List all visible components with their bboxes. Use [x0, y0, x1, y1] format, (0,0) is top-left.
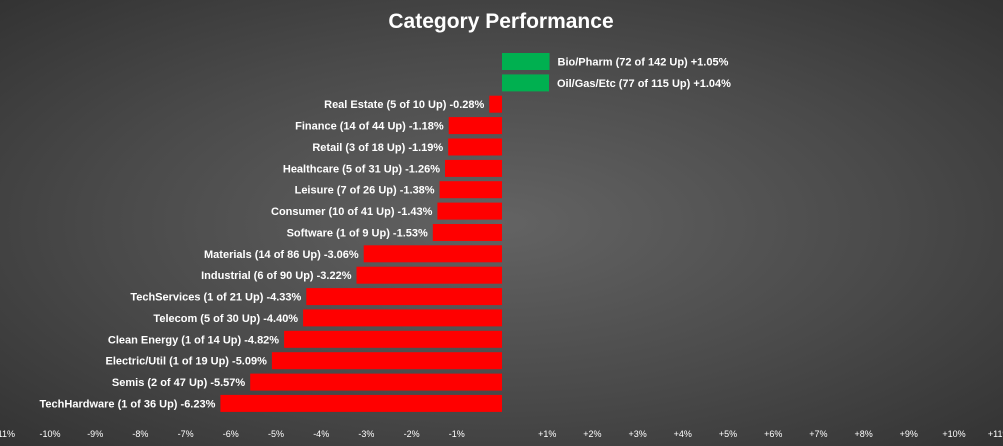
bar-label: Industrial (6 of 90 Up) -3.22%: [201, 270, 352, 282]
x-tick-label: +10%: [942, 429, 965, 439]
x-tick-label: -6%: [223, 429, 239, 439]
bar: [271, 352, 502, 370]
bar-label: Oil/Gas/Etc (77 of 115 Up) +1.04%: [557, 78, 731, 90]
bar-label: Real Estate (5 of 10 Up) -0.28%: [324, 99, 484, 111]
bar-label: TechServices (1 of 21 Up) -4.33%: [130, 292, 301, 304]
x-tick-label: -2%: [404, 429, 420, 439]
bar: [448, 117, 502, 135]
bar: [220, 394, 502, 412]
x-tick-label: +4%: [674, 429, 692, 439]
x-tick-label: +2%: [583, 429, 601, 439]
bar-label: Electric/Util (1 of 19 Up) -5.09%: [106, 356, 268, 368]
x-tick-label: -5%: [268, 429, 284, 439]
bar-series: [220, 53, 550, 412]
bar: [432, 224, 502, 241]
bar-label: Finance (14 of 44 Up) -1.18%: [295, 121, 444, 133]
bar-label: Retail (3 of 18 Up) -1.19%: [312, 142, 443, 154]
bar-labels: Bio/Pharm (72 of 142 Up) +1.05% Oil/Gas/E…: [40, 57, 732, 411]
bar-label: Consumer (10 of 41 Up) -1.43%: [271, 206, 433, 218]
bar: [363, 245, 502, 263]
x-tick-label: +11%: [988, 429, 1003, 439]
x-tick-label: +8%: [854, 429, 872, 439]
bar: [250, 373, 502, 391]
x-tick-label: +5%: [719, 429, 737, 439]
bar-label: Leisure (7 of 26 Up) -1.38%: [295, 185, 435, 197]
bar: [303, 309, 502, 327]
x-tick-label: -1%: [449, 429, 465, 439]
bar-label: Telecom (5 of 30 Up) -4.40%: [153, 313, 298, 325]
x-tick-label: +1%: [538, 429, 556, 439]
bar: [284, 330, 502, 348]
x-tick-label: +3%: [628, 429, 646, 439]
bar-label: Software (1 of 9 Up) -1.53%: [287, 228, 428, 240]
bar: [489, 95, 502, 113]
x-tick-label: -9%: [87, 429, 103, 439]
x-tick-label: -10%: [39, 429, 60, 439]
x-tick-label: -4%: [313, 429, 329, 439]
chart-title: Category Performance: [388, 10, 613, 33]
bar-label: Clean Energy (1 of 14 Up) -4.82%: [108, 334, 279, 346]
bar-label: Semis (2 of 47 Up) -5.57%: [112, 377, 245, 389]
bar: [306, 288, 502, 306]
x-tick-label: -3%: [358, 429, 374, 439]
bar: [439, 181, 502, 199]
bar: [502, 53, 550, 70]
bar: [502, 74, 549, 92]
x-tick-label: -11%: [0, 429, 15, 439]
x-axis-ticks: -11% -10% -9% -8% -7% -6% -5% -4% -3% -2% -1% +1% +2…: [0, 429, 1003, 439]
bar: [437, 202, 502, 220]
bar: [445, 159, 502, 177]
bar-label: Bio/Pharm (72 of 142 Up) +1.05%: [558, 57, 729, 69]
bar: [356, 266, 502, 284]
bar-label: Materials (14 of 86 Up) -3.06%: [204, 249, 359, 261]
bar: [448, 138, 502, 156]
x-tick-label: -8%: [132, 429, 148, 439]
bar-label: Healthcare (5 of 31 Up) -1.26%: [283, 163, 440, 175]
x-tick-label: +9%: [900, 429, 918, 439]
bar-label: TechHardware (1 of 36 Up) -6.23%: [40, 398, 216, 410]
x-tick-label: -7%: [178, 429, 194, 439]
x-tick-label: +7%: [809, 429, 827, 439]
x-tick-label: +6%: [764, 429, 782, 439]
